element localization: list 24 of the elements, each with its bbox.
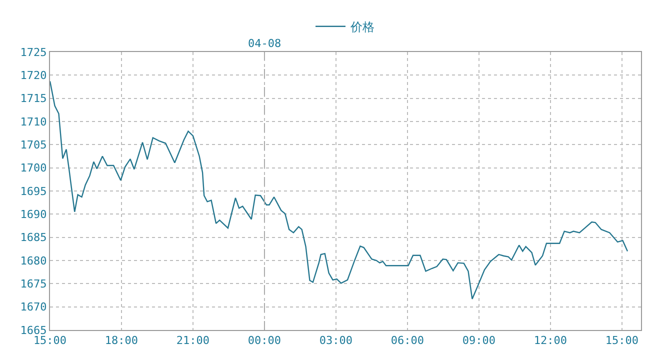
y-tick-label: 1690 bbox=[20, 208, 47, 222]
y-tick-label: 1710 bbox=[20, 115, 47, 128]
x-tick-label: 03:00 bbox=[319, 334, 353, 348]
x-tick-label: 15:00 bbox=[33, 334, 67, 348]
y-tick-label: 1700 bbox=[20, 162, 47, 175]
x-tick-label: 09:00 bbox=[462, 334, 496, 348]
y-tick-label: 1695 bbox=[20, 184, 47, 198]
x-tick-label: 00:00 bbox=[248, 334, 282, 348]
y-tick-label: 1715 bbox=[20, 92, 47, 106]
x-tick-label: 15:00 bbox=[605, 334, 639, 348]
y-tick-label: 1720 bbox=[20, 69, 47, 82]
x-tick-label: 12:00 bbox=[534, 334, 568, 348]
y-tick-label: 1705 bbox=[20, 138, 47, 152]
y-tick-label: 1665 bbox=[20, 324, 47, 337]
y-tick-label: 1670 bbox=[20, 300, 47, 314]
legend-label: 价格 bbox=[350, 20, 374, 34]
y-tick-label: 1685 bbox=[20, 231, 47, 244]
y-tick-label: 1675 bbox=[20, 278, 47, 291]
x-tick-label: 18:00 bbox=[104, 334, 138, 348]
ref-line-label: 04-08 bbox=[248, 37, 282, 50]
x-tick-label: 21:00 bbox=[176, 334, 210, 348]
x-tick-label: 06:00 bbox=[390, 334, 424, 348]
y-tick-label: 1680 bbox=[20, 254, 47, 268]
y-tick-label: 1725 bbox=[20, 46, 47, 59]
